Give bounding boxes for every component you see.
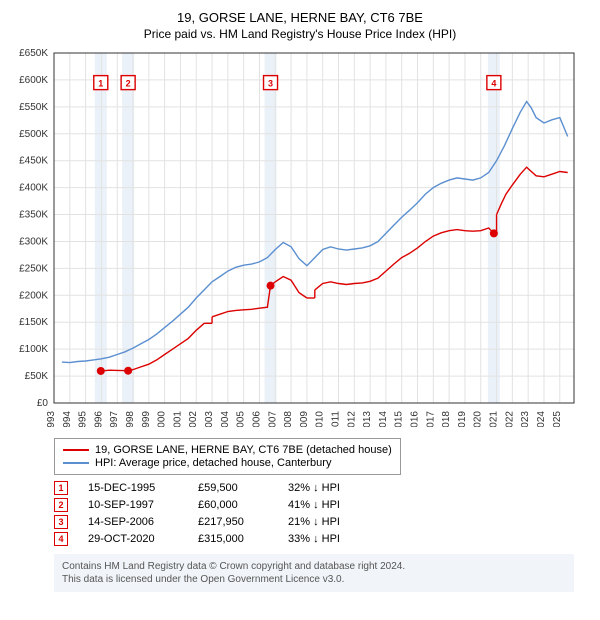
svg-text:1: 1 (98, 79, 103, 89)
svg-text:3: 3 (268, 79, 273, 89)
svg-text:2014: 2014 (378, 411, 389, 427)
svg-text:£600K: £600K (19, 75, 48, 86)
sale-price: £315,000 (198, 533, 268, 545)
legend: 19, GORSE LANE, HERNE BAY, CT6 7BE (deta… (54, 438, 401, 475)
svg-text:2023: 2023 (520, 411, 531, 427)
sale-price: £59,500 (198, 482, 268, 494)
svg-text:1997: 1997 (109, 411, 120, 427)
svg-text:£500K: £500K (19, 129, 48, 140)
svg-text:2016: 2016 (410, 411, 421, 427)
sale-marker-box: 4 (54, 532, 68, 546)
svg-text:2019: 2019 (457, 411, 468, 427)
svg-text:£0: £0 (37, 398, 49, 409)
svg-text:£250K: £250K (19, 263, 48, 274)
sales-row: 4 29-OCT-2020 £315,000 33% ↓ HPI (54, 532, 592, 546)
svg-text:2020: 2020 (473, 411, 484, 427)
legend-label-series2: HPI: Average price, detached house, Cant… (95, 457, 331, 469)
svg-text:2018: 2018 (441, 411, 452, 427)
svg-text:2013: 2013 (362, 411, 373, 427)
footer-line1: Contains HM Land Registry data © Crown c… (62, 560, 566, 573)
svg-text:2009: 2009 (299, 411, 310, 427)
sale-pct: 32% ↓ HPI (288, 482, 368, 494)
footer-attribution: Contains HM Land Registry data © Crown c… (54, 554, 574, 592)
svg-text:1996: 1996 (93, 411, 104, 427)
svg-text:2008: 2008 (283, 411, 294, 427)
svg-text:£50K: £50K (25, 371, 49, 382)
svg-text:2004: 2004 (220, 411, 231, 427)
svg-text:2022: 2022 (504, 411, 515, 427)
svg-text:2017: 2017 (425, 411, 436, 427)
footer-line2: This data is licensed under the Open Gov… (62, 573, 566, 586)
svg-text:1994: 1994 (62, 411, 73, 427)
legend-row: 19, GORSE LANE, HERNE BAY, CT6 7BE (deta… (63, 444, 392, 456)
svg-text:£300K: £300K (19, 236, 48, 247)
svg-text:2007: 2007 (267, 411, 278, 427)
sale-price: £60,000 (198, 499, 268, 511)
legend-row: HPI: Average price, detached house, Cant… (63, 457, 392, 469)
sales-table: 1 15-DEC-1995 £59,500 32% ↓ HPI 2 10-SEP-1997… (54, 481, 592, 546)
sales-row: 2 10-SEP-1997 £60,000 41% ↓ HPI (54, 498, 592, 512)
svg-text:2021: 2021 (489, 411, 500, 427)
svg-text:4: 4 (491, 79, 496, 89)
line-chart-svg: £0 £50K £100K £150K £200K £250K £300K £350K £400… (8, 49, 582, 427)
sale-pct: 33% ↓ HPI (288, 533, 368, 545)
svg-text:2002: 2002 (188, 411, 199, 427)
svg-text:2001: 2001 (172, 411, 183, 427)
svg-text:£650K: £650K (19, 49, 48, 59)
sales-row: 3 14-SEP-2006 £217,950 21% ↓ HPI (54, 515, 592, 529)
legend-swatch-series2 (63, 462, 89, 464)
svg-text:2011: 2011 (330, 411, 341, 427)
svg-text:£350K: £350K (19, 210, 48, 221)
sale-marker-box: 1 (54, 481, 68, 495)
svg-text:2010: 2010 (315, 411, 326, 427)
sale-pct: 41% ↓ HPI (288, 499, 368, 511)
sale-date: 29-OCT-2020 (88, 533, 178, 545)
chart-area: £0 £50K £100K £150K £200K £250K £300K £350K £400… (8, 49, 592, 432)
svg-text:£400K: £400K (19, 183, 48, 194)
svg-text:2005: 2005 (236, 411, 247, 427)
svg-text:£550K: £550K (19, 102, 48, 113)
svg-text:1998: 1998 (125, 411, 136, 427)
svg-text:1999: 1999 (141, 411, 152, 427)
chart-subtitle: Price paid vs. HM Land Registry's House … (8, 27, 592, 41)
sale-date: 14-SEP-2006 (88, 516, 178, 528)
svg-text:1995: 1995 (78, 411, 89, 427)
legend-label-series1: 19, GORSE LANE, HERNE BAY, CT6 7BE (deta… (95, 444, 392, 456)
sales-row: 1 15-DEC-1995 £59,500 32% ↓ HPI (54, 481, 592, 495)
svg-text:£150K: £150K (19, 317, 48, 328)
sale-pct: 21% ↓ HPI (288, 516, 368, 528)
sale-marker-box: 2 (54, 498, 68, 512)
svg-text:1993: 1993 (46, 411, 57, 427)
sale-price: £217,950 (198, 516, 268, 528)
svg-text:£200K: £200K (19, 290, 48, 301)
svg-text:2006: 2006 (251, 411, 262, 427)
svg-text:2000: 2000 (157, 411, 168, 427)
svg-text:2: 2 (126, 79, 131, 89)
svg-text:2015: 2015 (394, 411, 405, 427)
svg-text:2012: 2012 (346, 411, 357, 427)
svg-text:£100K: £100K (19, 344, 48, 355)
svg-text:2024: 2024 (536, 411, 547, 427)
sale-marker-box: 3 (54, 515, 68, 529)
legend-swatch-series1 (63, 449, 89, 451)
svg-text:2003: 2003 (204, 411, 215, 427)
svg-text:2025: 2025 (552, 411, 563, 427)
svg-text:£450K: £450K (19, 156, 48, 167)
sale-date: 10-SEP-1997 (88, 499, 178, 511)
sale-date: 15-DEC-1995 (88, 482, 178, 494)
chart-title: 19, GORSE LANE, HERNE BAY, CT6 7BE (8, 10, 592, 25)
